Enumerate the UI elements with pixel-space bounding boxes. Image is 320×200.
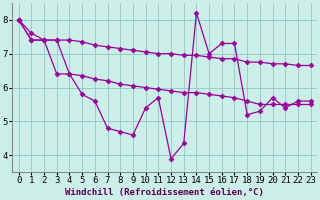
X-axis label: Windchill (Refroidissement éolien,°C): Windchill (Refroidissement éolien,°C) [65,188,264,197]
